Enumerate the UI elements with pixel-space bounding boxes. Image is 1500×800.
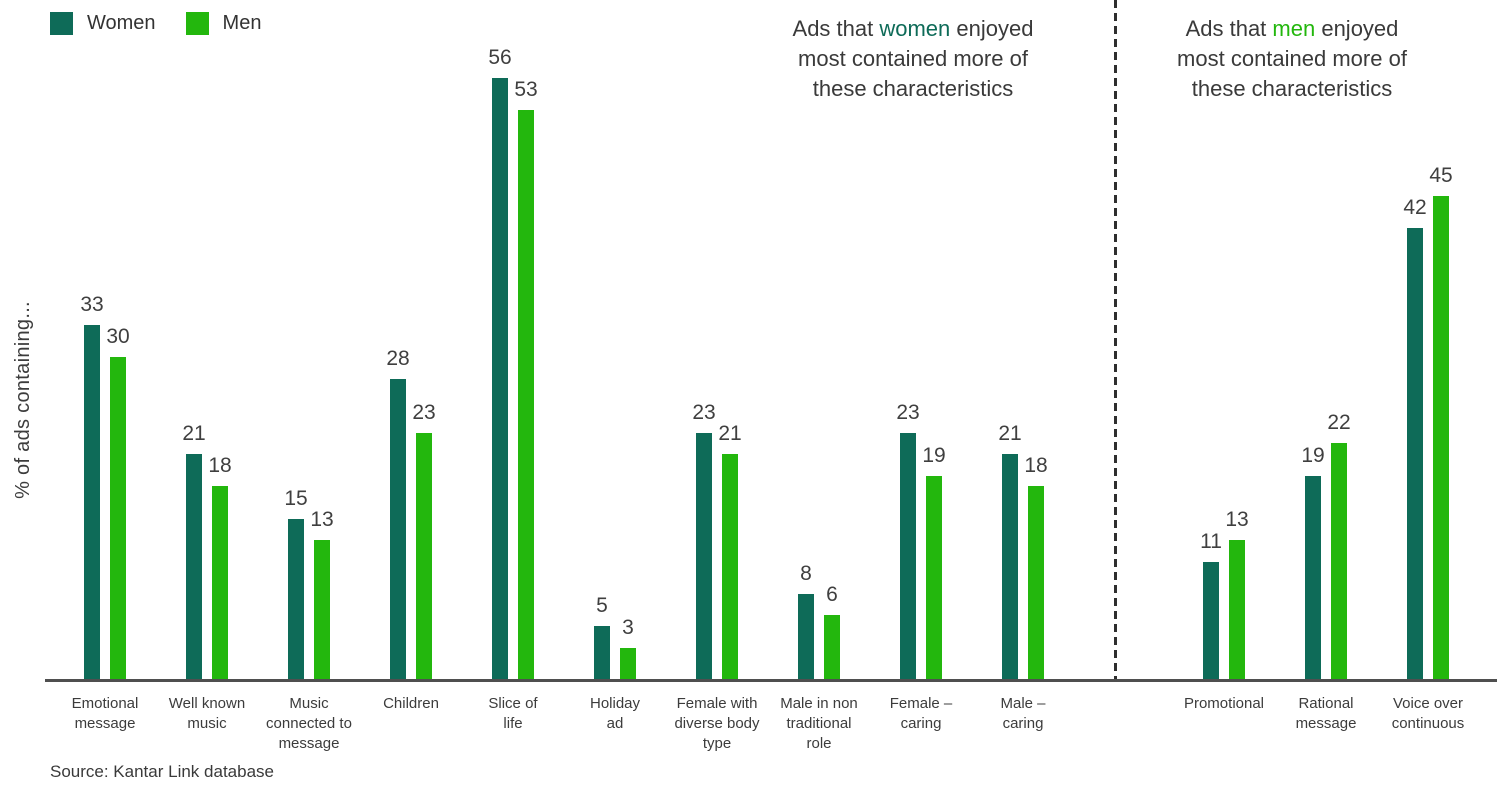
bar-women [1407,228,1423,680]
category-label: Female – caring [889,695,953,732]
value-label-men: 21 [718,422,742,445]
category-label: Voice over continuous [1391,695,1465,732]
bar-women [900,433,916,680]
bar-men [416,433,432,680]
bar-women [798,594,814,680]
bar-women [288,519,304,680]
value-label-women: 15 [284,487,308,510]
bar-women [390,379,406,680]
annotation-men: Ads that men enjoyed most contained more… [1167,14,1417,104]
value-label-men: 19 [922,444,946,467]
value-label-women: 56 [488,46,512,69]
value-label-women: 21 [182,422,206,445]
value-label-women: 19 [1301,444,1325,467]
annotation-men-prefix: Ads that [1185,16,1273,41]
bar-men [620,648,636,680]
value-label-men: 6 [826,583,838,606]
legend-item-women: Women [50,12,156,35]
bar-women [186,454,202,680]
annotation-men-highlight: men [1272,16,1316,41]
value-label-women: 11 [1200,530,1222,553]
value-label-men: 30 [106,325,130,348]
bar-men [824,615,840,680]
bar-men [314,540,330,680]
category-label: Male – caring [1000,695,1046,732]
bar-men [518,110,534,680]
bar-men [1229,540,1245,680]
value-label-men: 13 [310,508,334,531]
legend-swatch-women [50,12,73,35]
legend: Women Men [50,12,261,35]
annotation-men-suffix: enjoyed most contained more of these cha… [1177,16,1407,101]
bar-women [492,78,508,680]
category-label: Rational message [1295,695,1357,732]
category-label: Music connected to message [266,695,352,752]
category-label: Slice of life [488,695,538,732]
bar-men [722,454,738,680]
bar-men [110,357,126,680]
category-label: Promotional [1183,695,1265,712]
value-label-women: 23 [896,401,920,424]
value-label-women: 28 [386,347,410,370]
bar-men [1433,196,1449,680]
value-label-women: 42 [1403,196,1427,219]
category-label: Emotional message [71,695,139,732]
legend-label-men: Men [222,12,262,34]
legend-label-women: Women [87,12,156,34]
value-label-men: 18 [208,454,232,477]
bar-women [594,626,610,680]
legend-item-men: Men [185,12,262,35]
category-label: Female with diverse body type [674,695,760,752]
value-label-men: 22 [1327,411,1351,434]
value-label-men: 53 [514,78,538,101]
bar-women [1305,476,1321,680]
legend-swatch-men [185,12,209,35]
value-label-men: 3 [622,616,634,639]
bar-women [1203,562,1219,680]
bar-men [926,476,942,680]
value-label-men: 23 [412,401,436,424]
category-label: Male in non traditional role [780,695,858,752]
section-divider-dashed-line [1114,0,1117,681]
annotation-women-prefix: Ads that [792,16,880,41]
value-label-women: 23 [692,401,716,424]
value-label-women: 33 [80,293,104,316]
bar-men [1331,443,1347,680]
category-label: Children [383,695,439,712]
value-label-women: 8 [800,562,812,585]
annotation-women-suffix: enjoyed most contained more of these cha… [798,16,1034,101]
category-label: Holiday ad [589,695,641,732]
annotation-women-highlight: women [879,16,951,41]
category-label: Well known music [168,695,246,732]
bar-women [84,325,100,680]
x-axis-line [45,679,1497,682]
value-label-men: 18 [1024,454,1048,477]
source-note: Source: Kantar Link database [50,762,274,781]
bar-women [696,433,712,680]
annotation-women: Ads that women enjoyed most contained mo… [783,14,1043,104]
value-label-women: 21 [998,422,1022,445]
value-label-men: 13 [1225,508,1249,531]
bar-women [1002,454,1018,680]
value-label-men: 45 [1429,164,1453,187]
value-label-women: 5 [596,594,608,617]
bar-men [1028,486,1044,680]
bar-men [212,486,228,680]
